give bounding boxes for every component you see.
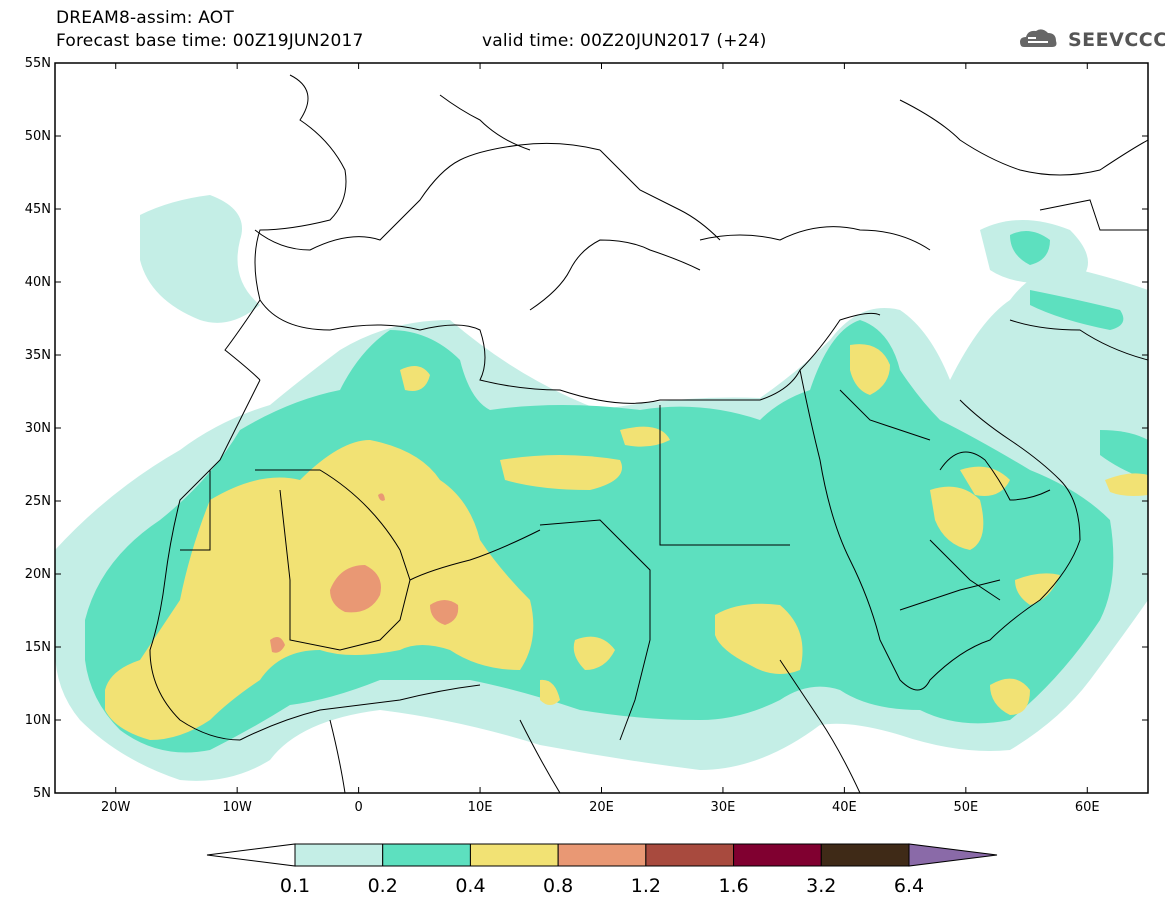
colorbar-box: [645, 843, 735, 867]
cloud-icon: [1020, 29, 1057, 47]
lat-tick-label: 20N: [25, 567, 51, 582]
lon-tick-label: 10E: [468, 800, 493, 815]
lon-tick-label: 30E: [711, 800, 736, 815]
country-borders: [149, 74, 1148, 793]
colorbar-label: 1.2: [631, 875, 661, 897]
lat-tick-label: 55N: [25, 56, 51, 71]
seevccc-logo: SEEVCCC: [1068, 29, 1165, 51]
longitude-axis: 20W 10W 0 10E 20E 30E 40E 50E 60E: [101, 63, 1100, 815]
lat-tick-label: 45N: [25, 202, 51, 217]
valid-time: valid time: 00Z20JUN2017 (+24): [482, 31, 767, 51]
colorbar-label: 0.8: [543, 875, 573, 897]
colorbar-box: [733, 843, 822, 867]
lat-tick-label: 40N: [25, 275, 51, 290]
lat-tick-label: 10N: [25, 713, 51, 728]
colorbar-high-arrow: [908, 843, 998, 867]
latitude-axis: 55N 50N 45N 40N 35N 30N 25N 20N 15N 10N 5N: [25, 56, 1148, 801]
colorbar-box: [382, 843, 471, 867]
aot-band-0-4: [105, 344, 1148, 740]
lat-tick-label: 25N: [25, 494, 51, 509]
colorbar-label: 1.6: [718, 875, 748, 897]
lon-tick-label: 40E: [832, 800, 857, 815]
lon-tick-label: 20E: [589, 800, 614, 815]
colorbar-label: 0.1: [280, 875, 310, 897]
colorbar-label: 0.4: [455, 875, 485, 897]
aot-band-0-8: [270, 493, 459, 653]
lat-tick-label: 50N: [25, 129, 51, 144]
colorbar-box: [557, 843, 647, 867]
forecast-base-time: Forecast base time: 00Z19JUN2017: [56, 31, 364, 51]
lat-tick-label: 35N: [25, 348, 51, 363]
map-title: DREAM8-assim: AOT: [56, 8, 234, 28]
lon-tick-label: 60E: [1075, 800, 1100, 815]
lat-tick-label: 5N: [33, 786, 51, 801]
colorbar-label: 6.4: [894, 875, 924, 897]
colorbar-label: 0.2: [368, 875, 398, 897]
colorbar-low-arrow: [206, 843, 296, 867]
colorbar-box: [820, 843, 910, 867]
colorbar-box: [294, 843, 384, 867]
lon-tick-label: 0: [354, 800, 362, 815]
lon-tick-label: 20W: [101, 800, 131, 815]
colorbar-label: 3.2: [806, 875, 836, 897]
lat-tick-label: 30N: [25, 421, 51, 436]
colorbar-box: [469, 843, 559, 867]
colorbar: 0.1 0.2 0.4 0.8 1.2 1.6 3.2 6.4: [206, 843, 998, 897]
lat-tick-label: 15N: [25, 640, 51, 655]
lon-tick-label: 50E: [953, 800, 978, 815]
lon-tick-label: 10W: [222, 800, 252, 815]
aot-field: [55, 195, 1148, 781]
